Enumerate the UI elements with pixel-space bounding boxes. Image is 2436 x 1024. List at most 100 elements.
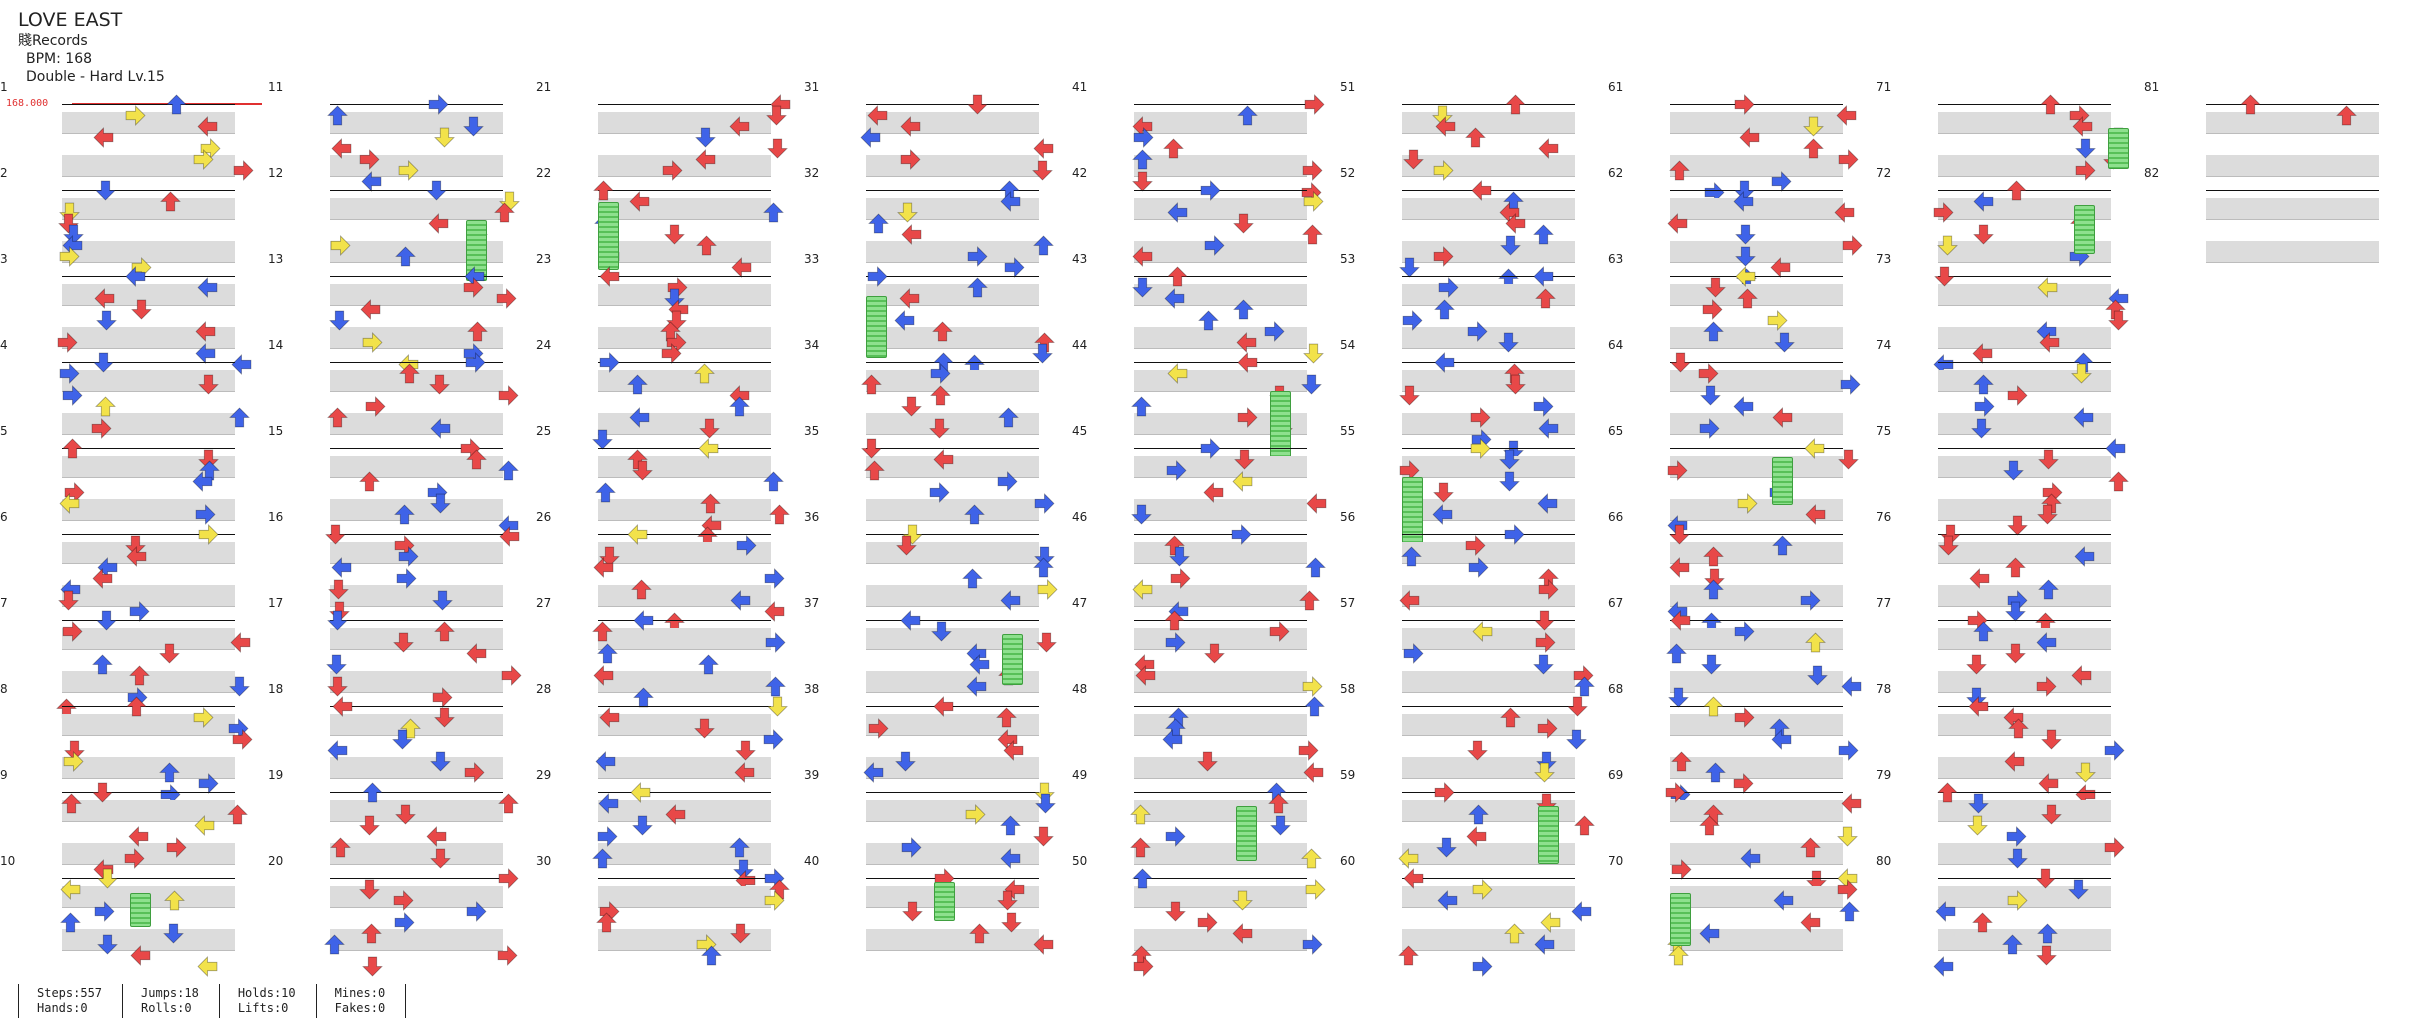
blue-arrow-icon bbox=[1133, 127, 1154, 148]
yellow-arrow-icon bbox=[766, 696, 788, 717]
measure-line bbox=[598, 448, 771, 449]
blue-arrow-icon bbox=[2002, 460, 2024, 481]
red-arrow-icon bbox=[1669, 352, 1691, 373]
red-arrow-icon bbox=[232, 729, 253, 750]
beat-stripe bbox=[1938, 499, 2111, 521]
beat-stripe bbox=[866, 155, 1039, 177]
yellow-arrow-icon bbox=[2037, 277, 2058, 298]
blue-arrow-icon bbox=[229, 676, 251, 697]
beat-stripe bbox=[62, 757, 235, 779]
blue-arrow-icon bbox=[125, 266, 146, 287]
blue-arrow-icon bbox=[1702, 321, 1724, 342]
red-arrow-icon bbox=[92, 568, 113, 589]
blue-arrow-icon bbox=[1438, 277, 1459, 298]
measure-number: 1 bbox=[0, 80, 8, 94]
measure-line bbox=[1134, 448, 1307, 449]
blue-arrow-icon bbox=[2074, 546, 2095, 567]
yellow-arrow-icon bbox=[1539, 912, 1561, 933]
beat-stripe bbox=[330, 241, 503, 263]
yellow-arrow-icon bbox=[2075, 762, 2097, 783]
red-arrow-icon bbox=[2036, 504, 2058, 525]
beat-stripe bbox=[866, 628, 1039, 650]
measure-number: 19 bbox=[268, 768, 284, 782]
measure-number: 3 bbox=[0, 252, 8, 266]
blue-arrow-icon bbox=[1032, 343, 1054, 364]
red-arrow-icon bbox=[1403, 868, 1424, 889]
blue-arrow-icon bbox=[1773, 890, 1794, 911]
blue-arrow-icon bbox=[1668, 687, 1690, 708]
measure-number: 25 bbox=[536, 424, 552, 438]
blue-arrow-icon bbox=[1162, 729, 1183, 750]
red-arrow-icon bbox=[1937, 535, 1959, 556]
yellow-arrow-icon bbox=[1303, 191, 1324, 212]
red-arrow-icon bbox=[498, 793, 520, 814]
red-arrow-icon bbox=[1203, 643, 1225, 664]
red-arrow-icon bbox=[1505, 94, 1527, 115]
measure: 19 bbox=[268, 768, 520, 869]
blue-arrow-icon bbox=[159, 762, 181, 783]
blue-arrow-icon bbox=[860, 127, 881, 148]
measure-number: 76 bbox=[1876, 510, 1892, 524]
measure: 34 bbox=[804, 338, 1054, 439]
blue-arrow-icon bbox=[2068, 879, 2090, 900]
measure-number: 35 bbox=[804, 424, 820, 438]
red-arrow-icon bbox=[1466, 826, 1487, 847]
measure-number: 12 bbox=[268, 166, 284, 180]
measure-line bbox=[1134, 620, 1307, 621]
blue-arrow-icon bbox=[1966, 687, 1988, 708]
measure-number: 29 bbox=[536, 768, 552, 782]
beat-stripe bbox=[1134, 198, 1307, 220]
blue-arrow-icon bbox=[1841, 676, 1862, 697]
red-arrow-icon bbox=[1306, 493, 1327, 514]
stats-group-holds: Holds:10 Lifts:0 bbox=[218, 984, 316, 1018]
measure: 32 bbox=[804, 166, 1054, 278]
beat-stripe bbox=[62, 800, 235, 822]
beat-stripe bbox=[2206, 241, 2379, 263]
blue-arrow-icon bbox=[392, 729, 414, 750]
blue-arrow-icon bbox=[1131, 149, 1153, 170]
measure: 14 bbox=[268, 338, 519, 439]
red-arrow-icon bbox=[2104, 837, 2125, 858]
blue-arrow-icon bbox=[1974, 396, 1995, 417]
measure-line bbox=[1938, 362, 2111, 363]
red-arrow-icon bbox=[61, 438, 83, 459]
measure-number: 54 bbox=[1340, 338, 1356, 352]
blue-arrow-icon bbox=[331, 557, 352, 578]
measure: 52 bbox=[1340, 166, 1590, 289]
red-arrow-icon bbox=[695, 149, 716, 170]
measure-number: 31 bbox=[804, 80, 820, 94]
blue-arrow-icon bbox=[398, 546, 419, 567]
song-info: LOVE EAST 賤Records BPM: 168 Double - Har… bbox=[18, 8, 165, 86]
measure: 22 bbox=[536, 166, 786, 278]
red-arrow-icon bbox=[867, 105, 888, 126]
measure-column: 21 22 23 24 25 26 27 28 29 30 bbox=[536, 80, 791, 980]
blue-arrow-icon bbox=[966, 676, 987, 697]
beat-stripe bbox=[62, 241, 235, 263]
measure-line bbox=[598, 534, 771, 535]
measure-line bbox=[598, 878, 771, 879]
blue-arrow-icon bbox=[229, 407, 250, 428]
beat-stripe bbox=[62, 671, 235, 693]
measure-number: 30 bbox=[536, 854, 552, 868]
measure-number: 82 bbox=[2144, 166, 2160, 180]
measure-line bbox=[1402, 620, 1575, 621]
yellow-arrow-icon bbox=[630, 782, 651, 803]
measure-number: 17 bbox=[268, 596, 284, 610]
blue-arrow-icon bbox=[997, 407, 1019, 428]
blue-arrow-icon bbox=[930, 621, 952, 642]
beat-stripe bbox=[1402, 370, 1575, 392]
measure-number: 65 bbox=[1608, 424, 1624, 438]
red-arrow-icon bbox=[499, 526, 520, 547]
beat-stripe bbox=[866, 714, 1039, 736]
measure-number: 13 bbox=[268, 252, 284, 266]
red-arrow-icon bbox=[1534, 610, 1556, 631]
measure-line bbox=[1938, 534, 2111, 535]
red-arrow-icon bbox=[128, 665, 150, 686]
beat-stripe bbox=[1938, 327, 2111, 349]
yellow-arrow-icon bbox=[1668, 945, 1690, 966]
red-arrow-icon bbox=[1398, 945, 1420, 966]
yellow-arrow-icon bbox=[1472, 621, 1493, 642]
red-arrow-icon bbox=[1304, 94, 1325, 115]
blue-arrow-icon bbox=[231, 354, 252, 375]
measure: 4 bbox=[0, 338, 250, 439]
